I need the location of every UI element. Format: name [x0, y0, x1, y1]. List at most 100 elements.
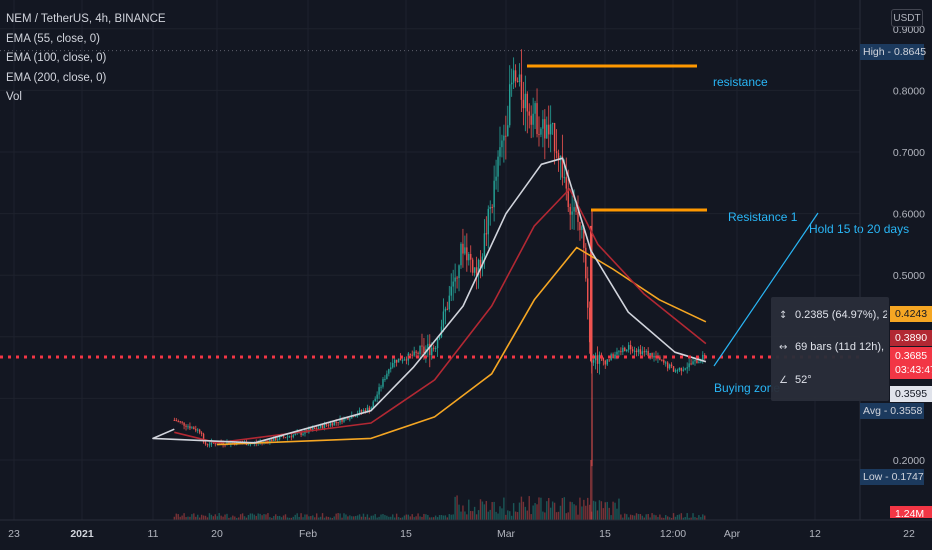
candle-body: [557, 153, 560, 161]
volume-bar: [251, 513, 254, 520]
candle-body: [481, 256, 484, 268]
volume-bar: [661, 517, 663, 520]
volume-bar: [243, 516, 246, 520]
volume-bar: [686, 513, 688, 520]
volume-bar: [551, 501, 554, 520]
volume-bar: [466, 514, 468, 520]
last-price-badge[interactable]: 0.3685 03:43:47: [890, 347, 932, 379]
candle-body: [462, 243, 464, 254]
ema100-badge[interactable]: 0.3890: [890, 330, 932, 346]
candle-body: [602, 358, 605, 361]
candle-body: [200, 432, 203, 434]
avg-badge[interactable]: Avg - 0.3558: [860, 403, 924, 419]
volume-bar: [487, 511, 489, 520]
volume-bar: [286, 517, 289, 520]
time-tick-label: 20: [211, 528, 223, 540]
candle-body: [372, 401, 374, 408]
volume-bar: [415, 516, 417, 520]
candle-body: [538, 134, 540, 136]
candle-body: [512, 70, 515, 83]
volume-bar: [704, 515, 706, 520]
candle-body: [516, 81, 519, 83]
volume-bar: [431, 517, 433, 520]
volume-bar: [471, 511, 474, 520]
volume-bar: [518, 502, 521, 520]
candle-body: [678, 367, 681, 371]
volume-bar: [495, 511, 497, 520]
volume-bar: [454, 496, 456, 520]
volume-bar: [569, 501, 571, 520]
candle-body: [620, 351, 622, 353]
candle-body: [694, 359, 696, 362]
symbol-title[interactable]: NEM / TetherUS, 4h, BINANCE: [6, 13, 166, 25]
time-tick-label: 11: [148, 528, 159, 540]
indicator-ema200[interactable]: EMA (200, close, 0): [6, 71, 107, 84]
candle-body: [567, 188, 569, 207]
candle-body: [341, 418, 343, 422]
candle-body: [647, 351, 649, 357]
volume-bar: [353, 516, 355, 520]
volume-bar: [191, 514, 193, 520]
candle-body: [561, 155, 564, 178]
candle-body: [616, 351, 618, 355]
volume-bar: [198, 517, 201, 520]
candle-body: [637, 349, 640, 353]
volume-bar: [520, 496, 523, 520]
volume-bar: [304, 514, 306, 520]
high-badge[interactable]: High - 0.8645: [860, 44, 926, 60]
resistance1-label: Resistance 1: [728, 210, 798, 224]
volume-bar: [610, 515, 612, 520]
candle-body: [680, 367, 683, 371]
ema55-badge[interactable]: 0.3595: [890, 386, 932, 402]
candle-body: [629, 345, 632, 350]
volume-bar: [360, 516, 363, 520]
indicator-ema55[interactable]: EMA (55, close, 0): [6, 32, 100, 45]
volume-bar: [575, 505, 577, 520]
candle-body: [553, 123, 556, 152]
volume-bar: [273, 516, 275, 520]
high-badge-label: High: [863, 46, 885, 58]
candle-body: [249, 443, 252, 445]
volume-bar: [405, 514, 408, 520]
volume-bar: [197, 514, 199, 520]
volume-bar: [549, 507, 552, 520]
candle-body: [429, 343, 431, 356]
trend-line[interactable]: [713, 212, 819, 367]
candle-body: [343, 417, 345, 422]
candle-body: [185, 425, 187, 427]
volume-bar: [542, 511, 544, 520]
volume-bar: [544, 512, 546, 520]
candle-body: [271, 439, 273, 441]
candle-body: [665, 362, 667, 364]
candle-body: [434, 348, 437, 350]
volume-badge[interactable]: 1.24M: [890, 506, 932, 520]
volume-bar: [514, 511, 517, 520]
candle-body: [448, 295, 450, 310]
avg-badge-label: Avg: [863, 405, 881, 417]
volume-bar: [333, 516, 335, 520]
candle-body: [333, 421, 335, 426]
candle-body: [366, 407, 369, 412]
low-badge[interactable]: Low - 0.1747: [860, 469, 924, 485]
indicator-ema100[interactable]: EMA (100, close, 0): [6, 52, 107, 64]
candle-body: [284, 437, 287, 439]
currency-button[interactable]: USDT: [891, 9, 923, 27]
volume-bar: [378, 516, 380, 520]
candle-body: [384, 379, 386, 381]
volume-bar: [282, 515, 285, 520]
ema200-badge[interactable]: 0.4243: [890, 306, 932, 322]
candle-body: [175, 420, 177, 422]
candle-body: [608, 359, 610, 361]
candle-body: [294, 433, 296, 435]
candle-body: [395, 359, 398, 363]
volume-bar: [647, 514, 649, 520]
volume-bar: [208, 513, 211, 520]
volume-bar: [376, 517, 378, 520]
low-badge-value: - 0.1747: [882, 471, 924, 483]
indicator-volume[interactable]: Vol: [6, 91, 22, 103]
measure-price: 0.2385 (64.97%), 2385: [795, 309, 887, 321]
volume-bar: [401, 517, 404, 520]
volume-bar: [522, 501, 525, 520]
